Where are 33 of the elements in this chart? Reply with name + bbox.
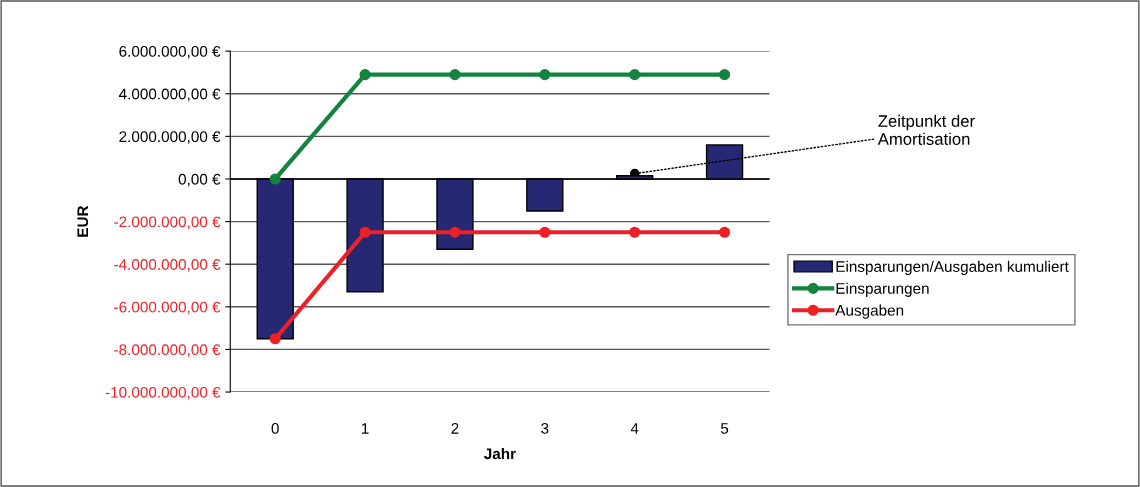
x-tick-label: 5 bbox=[720, 423, 729, 434]
point bbox=[539, 226, 551, 238]
y-tick-label: 4.000.000,00 € bbox=[118, 88, 221, 102]
point bbox=[539, 69, 551, 81]
legend-label: Einsparungen bbox=[836, 282, 929, 297]
point bbox=[359, 226, 371, 238]
point bbox=[449, 69, 461, 81]
y-axis-title: EUR bbox=[77, 205, 89, 237]
y-tick-label: 0,00 € bbox=[178, 173, 221, 187]
point bbox=[359, 69, 371, 81]
y-tick-label: -6.000.000,00 € bbox=[114, 301, 221, 315]
x-tick-label: 4 bbox=[630, 423, 639, 434]
x-tick-label: 2 bbox=[451, 422, 459, 434]
point bbox=[449, 226, 461, 238]
x-tick-label: 1 bbox=[362, 423, 369, 434]
legend-label: Ausgaben bbox=[835, 304, 904, 319]
x-tick-label: 0 bbox=[271, 422, 279, 434]
y-tick-label: -8.000.000,00 € bbox=[114, 344, 221, 357]
y-tick-label: -4.000.000,00 € bbox=[114, 259, 221, 272]
x-axis-title: Jahr bbox=[483, 447, 516, 460]
point bbox=[269, 333, 281, 345]
legend-label: Einsparungen/Ausgaben kumuliert bbox=[836, 260, 1069, 276]
y-tick-label: -10.000.000,00 € bbox=[105, 386, 221, 400]
y-tick-label: -2.000.000,00 € bbox=[114, 216, 221, 230]
y-tick-label: 2.000.000,00 € bbox=[119, 131, 221, 144]
point bbox=[629, 226, 641, 238]
point bbox=[719, 226, 731, 238]
point bbox=[269, 173, 281, 185]
y-tick-label: 6.000.000,00 € bbox=[119, 46, 221, 59]
point bbox=[629, 69, 641, 81]
x-tick-label: 3 bbox=[541, 422, 549, 434]
point bbox=[719, 69, 731, 81]
annotation: Zeitpunkt der Amortisation bbox=[877, 114, 975, 145]
